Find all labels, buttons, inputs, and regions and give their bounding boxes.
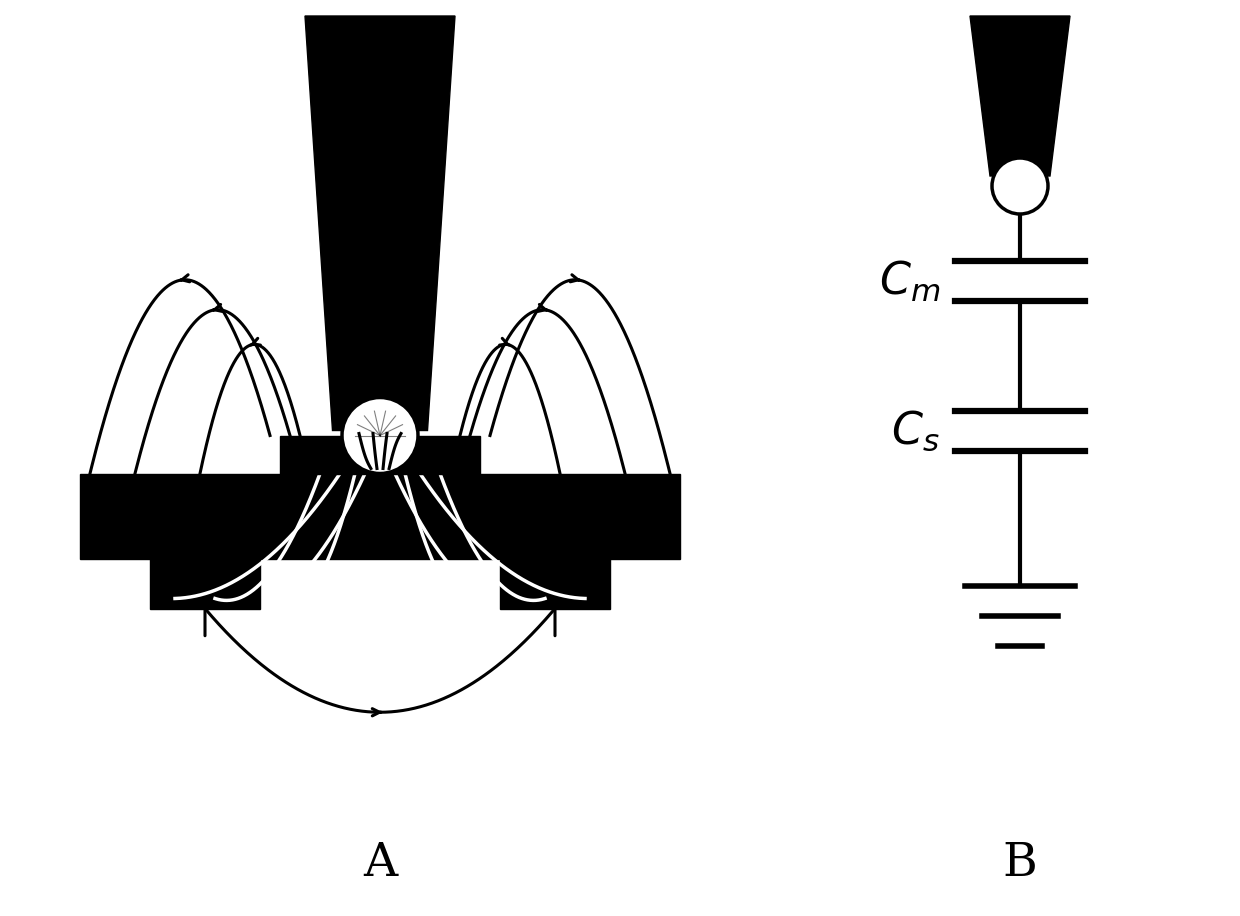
Text: B: B: [1003, 841, 1038, 886]
Text: $C_s$: $C_s$: [892, 409, 940, 453]
Bar: [81, 474, 680, 559]
Circle shape: [992, 158, 1048, 214]
Bar: [500, 553, 610, 608]
Circle shape: [342, 398, 418, 474]
Text: A: A: [363, 841, 397, 886]
Bar: [150, 553, 260, 608]
Bar: [280, 435, 480, 474]
Text: $C_m$: $C_m$: [879, 258, 940, 303]
Polygon shape: [305, 16, 455, 431]
Polygon shape: [970, 16, 1070, 176]
